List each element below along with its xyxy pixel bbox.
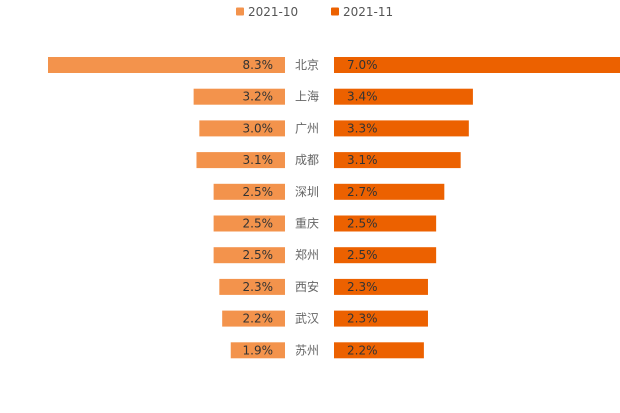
- bar-2021-10-3: [196, 152, 285, 169]
- value-label-2021-10-5: 2.5%: [243, 217, 274, 231]
- legend-swatch-2021-10[interactable]: [236, 7, 244, 16]
- value-label-2021-11-1: 3.4%: [347, 90, 378, 104]
- value-label-2021-11-4: 2.7%: [347, 185, 378, 199]
- bar-2021-11-4: [334, 183, 445, 200]
- category-label-1: 上海: [295, 89, 319, 104]
- bar-2021-11-2: [334, 120, 469, 137]
- value-label-2021-11-5: 2.5%: [347, 217, 378, 231]
- bar-2021-11-1: [334, 88, 473, 105]
- legend: 2021-10 2021-11: [236, 5, 393, 19]
- bar-2021-10-5: [213, 215, 285, 232]
- value-label-2021-10-4: 2.5%: [243, 185, 274, 199]
- series-2021-11-bars: 7.0% 3.4% 3.3% 3.1% 2.7% 2.5% 2.5% 2.3% 2.3% 2.2%: [334, 57, 620, 359]
- bar-2021-10-8: [222, 310, 285, 327]
- value-label-2021-10-7: 2.3%: [243, 280, 274, 294]
- bar-2021-11-6: [334, 247, 437, 264]
- bar-2021-10-9: [230, 342, 285, 359]
- value-label-2021-10-0: 8.3%: [243, 58, 274, 72]
- category-label-6: 郑州: [295, 247, 319, 262]
- bar-2021-10-6: [213, 247, 285, 264]
- bar-2021-11-3: [334, 152, 461, 169]
- legend-swatch-2021-11[interactable]: [331, 7, 339, 16]
- bar-2021-10-4: [213, 183, 285, 200]
- category-label-5: 重庆: [295, 217, 319, 231]
- legend-label-2021-10[interactable]: 2021-10: [248, 5, 298, 19]
- value-label-2021-11-7: 2.3%: [347, 280, 378, 294]
- series-2021-10-bars: 8.3% 3.2% 3.0% 3.1% 2.5% 2.5% 2.5% 2.3% 2.2% 1.9%: [48, 57, 285, 359]
- value-label-2021-11-2: 3.3%: [347, 121, 378, 135]
- value-label-2021-11-6: 2.5%: [347, 248, 378, 262]
- bar-2021-10-1: [193, 88, 285, 105]
- legend-label-2021-11[interactable]: 2021-11: [343, 5, 393, 19]
- category-label-9: 苏州: [295, 343, 319, 357]
- value-label-2021-10-1: 3.2%: [243, 90, 274, 104]
- category-label-4: 深圳: [295, 185, 319, 199]
- bar-2021-11-0: [334, 57, 620, 73]
- value-label-2021-11-3: 3.1%: [347, 153, 378, 167]
- value-label-2021-11-8: 2.3%: [347, 312, 378, 326]
- category-label-2: 广州: [295, 121, 319, 135]
- value-label-2021-11-9: 2.2%: [347, 343, 378, 357]
- bar-2021-11-9: [334, 342, 424, 359]
- category-label-0: 北京: [295, 58, 319, 72]
- bar-2021-10-0: [48, 57, 285, 73]
- value-label-2021-10-9: 1.9%: [243, 343, 274, 357]
- value-label-2021-10-8: 2.2%: [243, 312, 274, 326]
- category-label-7: 西安: [295, 279, 319, 294]
- bar-2021-10-7: [219, 278, 285, 295]
- bar-2021-11-5: [334, 215, 437, 232]
- value-label-2021-10-3: 3.1%: [243, 153, 274, 167]
- value-label-2021-11-0: 7.0%: [347, 58, 378, 72]
- category-label-3: 成都: [295, 153, 319, 167]
- bar-2021-11-7: [334, 278, 428, 295]
- bar-2021-11-8: [334, 310, 428, 327]
- bar-2021-10-2: [199, 120, 285, 137]
- category-label-8: 武汉: [295, 312, 319, 326]
- value-label-2021-10-6: 2.5%: [243, 248, 274, 262]
- value-label-2021-10-2: 3.0%: [243, 121, 274, 135]
